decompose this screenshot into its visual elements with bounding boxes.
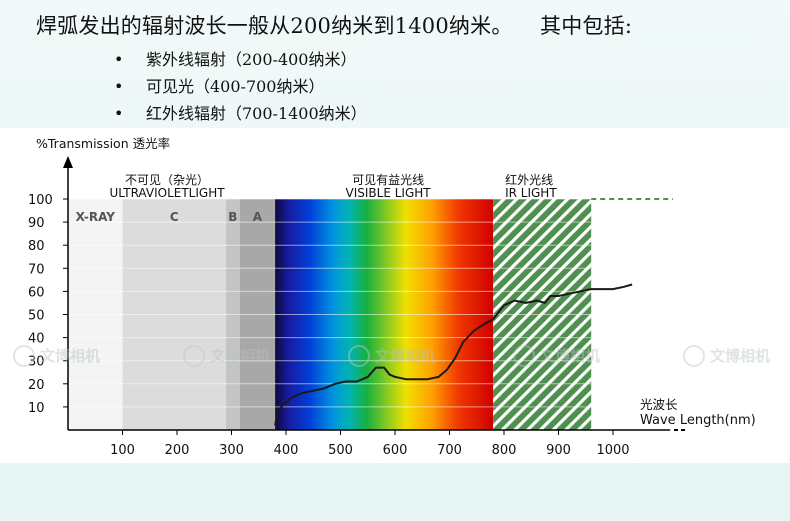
series-layer [274,283,633,426]
x-tick-label-6: 700 [437,443,462,458]
y-tick-label-3: 40 [28,332,45,347]
bullet-item-uv: 紫外线辐射（200-400纳米） [114,46,367,73]
y-tick-label-5: 60 [28,285,45,300]
region-label-2: B [228,210,237,224]
x-tick-label-3: 400 [274,443,299,458]
watermark-logo-icon [683,345,705,367]
band-label-cn-0: 不可见（杂光） [125,173,209,187]
band-label-cn-2: 红外光线 [505,172,553,187]
y-tick-label-4: 50 [28,309,45,324]
region-label-0: X-RAY [76,210,116,224]
band-label-en-1: VISIBLE LIGHT [346,186,432,200]
y-axis-arrow [63,156,73,168]
y-tick-label-7: 80 [28,239,45,254]
x-axis-title: Wave Length(nm) [640,413,756,428]
x-tick-label-4: 500 [328,443,353,458]
watermark-logo-icon [13,345,35,367]
watermark-text: 文博相机 [210,347,270,365]
y-tick-label-1: 20 [28,378,45,393]
watermark-logo-icon [183,345,205,367]
x-tick-label-5: 600 [383,443,408,458]
slide-title: 焊弧发出的辐射波长一般从200纳米到1400纳米。 其中包括: [36,14,633,38]
y-tick-label-2: 30 [28,355,45,370]
region-label-3: A [253,210,263,224]
grid-lines [68,198,592,408]
band-label-en-2: IR LIGHT [505,186,557,200]
x-tick-label-1: 200 [165,443,190,458]
watermark-logo-icon [513,345,535,367]
watermark-text: 文博相机 [540,347,600,365]
y-axis-title: %Transmission 透光率 [36,136,170,151]
watermark-logo-icon [348,345,370,367]
y-tick-label-9: 100 [28,193,53,208]
chart-panel: X-RAY C B A 100 200 300 400 500 600 700 800 900 1000… [0,128,790,463]
band-label-cn-1: 可见有益光线 [352,173,424,187]
region-label-1: C [170,210,179,224]
x-tick-label-0: 100 [110,443,135,458]
axis-labels: 100 200 300 400 500 600 700 800 900 1000 10 20 30 40 5… [28,136,756,458]
y-tick-label-6: 70 [28,262,45,277]
transmission-curve-0 [274,283,633,426]
y-tick-label-8: 90 [28,216,45,231]
watermark-text: 文博相机 [375,347,435,365]
watermark-text: 文博相机 [710,347,770,365]
bullet-list: 紫外线辐射（200-400纳米） 可见光（400-700纳米） 红外线辐射（70… [114,46,367,127]
x-axis-title-cn: 光波长 [640,397,678,412]
band-label-en-0: ULTRAVIOLETLIGHT [109,186,225,200]
y-tick-label-0: 10 [28,401,45,416]
bullet-item-ir: 红外线辐射（700-1400纳米） [114,100,367,127]
x-tick-label-9: 1000 [596,443,629,458]
watermark-text: 文博相机 [40,347,100,365]
bullet-item-visible: 可见光（400-700纳米） [114,73,367,100]
watermark-layer: 文博相机 文博相机 文博相机 文博相机 文博相机 [13,345,770,367]
x-tick-label-2: 300 [219,443,244,458]
x-tick-label-8: 900 [546,443,571,458]
transmission-chart: X-RAY C B A 100 200 300 400 500 600 700 800 900 1000… [13,136,770,458]
axes [63,156,687,435]
x-tick-label-7: 800 [492,443,517,458]
